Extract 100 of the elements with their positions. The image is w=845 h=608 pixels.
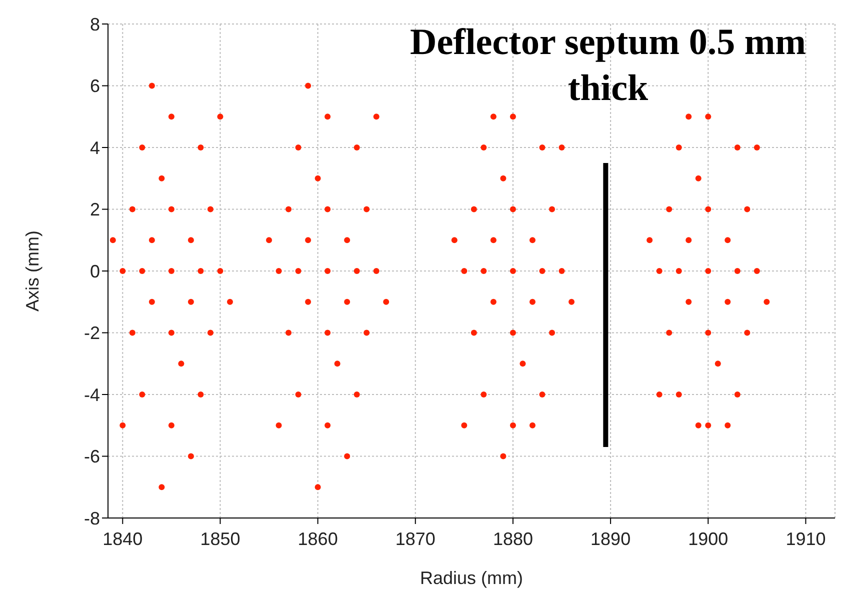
point <box>217 268 224 274</box>
y-tick-label: 8 <box>90 14 100 34</box>
point <box>158 175 165 182</box>
point <box>754 144 760 150</box>
point <box>295 268 302 274</box>
point <box>139 268 146 274</box>
point <box>334 360 340 367</box>
point <box>354 268 360 274</box>
point <box>305 82 312 89</box>
point <box>373 114 380 120</box>
y-tick-label: -2 <box>84 323 100 344</box>
point <box>168 206 174 212</box>
point <box>168 330 174 336</box>
point <box>705 422 712 428</box>
point <box>549 330 556 336</box>
point <box>461 268 468 274</box>
y-tick-label: -4 <box>84 384 100 405</box>
point <box>383 298 390 305</box>
point <box>295 392 302 398</box>
point <box>139 392 146 398</box>
point <box>286 206 292 212</box>
x-tick-label: 1860 <box>298 528 338 549</box>
point <box>490 298 496 305</box>
point <box>305 237 312 244</box>
point <box>168 268 174 274</box>
point <box>324 330 331 336</box>
y-tick-label: 4 <box>90 138 100 158</box>
x-tick-label: 1910 <box>786 528 826 549</box>
point <box>207 330 214 336</box>
y-tick-label: -8 <box>84 508 100 528</box>
y-tick-label: -6 <box>84 446 100 467</box>
point <box>324 422 331 428</box>
point <box>558 268 565 274</box>
y-tick-label: 2 <box>90 200 100 220</box>
point <box>539 144 546 150</box>
point <box>558 144 565 150</box>
x-tick-label: 1870 <box>395 528 436 549</box>
point <box>510 114 516 120</box>
point <box>764 298 770 305</box>
point <box>148 237 155 244</box>
point <box>344 298 350 305</box>
point <box>724 298 731 305</box>
point <box>754 268 760 274</box>
point <box>510 268 516 274</box>
point <box>480 144 487 150</box>
point <box>724 237 731 244</box>
x-tick-label: 1880 <box>492 528 533 549</box>
point <box>744 330 750 336</box>
point <box>480 392 487 398</box>
point <box>373 268 380 274</box>
y-axis-title: Axis (mm) <box>22 230 42 312</box>
point <box>734 268 740 274</box>
point <box>568 298 575 305</box>
point <box>734 392 740 398</box>
point <box>148 298 155 305</box>
point <box>705 114 712 120</box>
point <box>539 392 546 398</box>
point <box>500 175 506 182</box>
point <box>676 392 682 398</box>
point <box>364 330 370 336</box>
point <box>198 144 204 150</box>
point <box>344 453 350 460</box>
point <box>314 175 321 182</box>
annotation: Deflector septum 0.5 mm thick <box>409 21 807 111</box>
point <box>529 298 536 305</box>
point <box>120 422 126 428</box>
point <box>198 268 204 274</box>
y-tick-label: 6 <box>90 76 100 96</box>
point <box>666 206 672 212</box>
point <box>705 268 712 274</box>
point <box>676 268 682 274</box>
x-tick-label: 1900 <box>688 528 728 549</box>
point <box>714 360 721 367</box>
point <box>549 206 556 212</box>
point <box>646 237 653 244</box>
point <box>276 268 282 274</box>
point <box>168 114 174 120</box>
point <box>734 144 740 150</box>
point <box>178 360 184 367</box>
point <box>500 453 506 460</box>
point <box>529 237 536 244</box>
point <box>139 144 146 150</box>
point <box>276 422 282 428</box>
point <box>539 268 546 274</box>
point <box>676 144 682 150</box>
point <box>695 422 702 428</box>
point <box>217 114 224 120</box>
y-tick-label: 0 <box>90 261 100 282</box>
point <box>686 237 692 244</box>
point <box>364 206 370 212</box>
point <box>510 422 516 428</box>
point <box>305 298 312 305</box>
point <box>110 237 116 244</box>
point <box>461 422 468 428</box>
point <box>705 330 712 336</box>
point <box>470 330 477 336</box>
x-tick-label: 1890 <box>590 528 631 549</box>
point <box>120 268 126 274</box>
point <box>529 422 536 428</box>
point <box>354 392 360 398</box>
